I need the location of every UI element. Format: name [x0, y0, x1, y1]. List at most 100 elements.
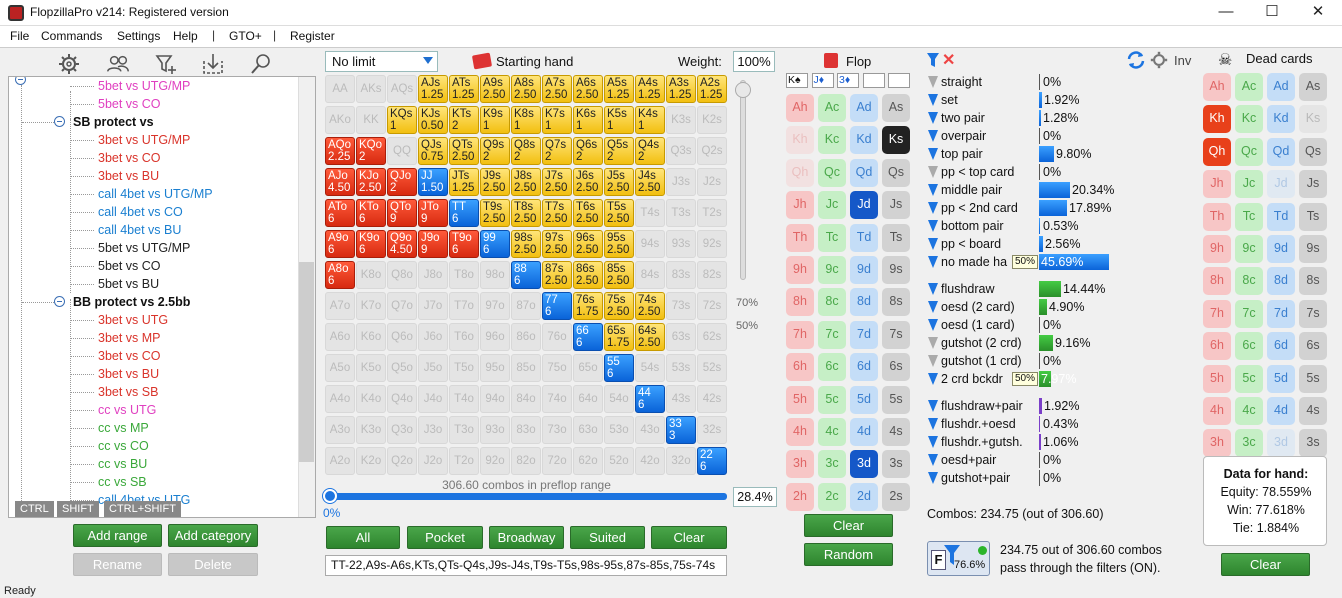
hand-cell[interactable]: 52s — [697, 354, 727, 382]
filter-funnel-icon[interactable] — [928, 256, 938, 268]
hand-cell[interactable]: T4o — [449, 385, 479, 413]
hand-cell[interactable]: QTo 9 — [387, 199, 417, 227]
card-6h[interactable]: 6h — [1203, 332, 1231, 361]
card-4d[interactable]: 4d — [850, 418, 878, 446]
hand-cell[interactable]: A3s 1.25 — [666, 75, 696, 103]
hand-cell[interactable]: 97s 2.50 — [542, 230, 572, 258]
filter-funnel-icon[interactable] — [928, 283, 938, 295]
filter-funnel-icon[interactable] — [928, 184, 938, 196]
card-Kc[interactable]: Kc — [818, 126, 846, 155]
hand-cell[interactable]: T2s — [697, 199, 727, 227]
filter-row[interactable]: pp < top card — [928, 163, 1128, 181]
hand-cell[interactable]: 75o — [542, 354, 572, 382]
menu-settings[interactable]: Settings — [117, 29, 161, 43]
card-9s[interactable]: 9s — [1299, 235, 1327, 263]
hand-cell[interactable]: AA — [325, 75, 355, 103]
hand-cell[interactable]: Q6s 2 — [573, 137, 603, 165]
card-4s[interactable]: 4s — [1299, 397, 1327, 425]
tree-range-item[interactable]: call 4bet vs UTG/MP — [98, 187, 213, 201]
hand-cell[interactable]: QJo 2 — [387, 168, 417, 196]
card-9d[interactable]: 9d — [1267, 235, 1295, 263]
dead-clear-button[interactable]: Clear — [1221, 553, 1310, 576]
card-8h[interactable]: 8h — [786, 288, 814, 317]
hand-cell[interactable]: J3s — [666, 168, 696, 196]
card-7d[interactable]: 7d — [1267, 299, 1295, 328]
card-3s[interactable]: 3s — [1299, 429, 1327, 458]
card-6d[interactable]: 6d — [1267, 332, 1295, 361]
hand-cell[interactable]: K5s 1 — [604, 106, 634, 134]
hand-cell[interactable]: J3o — [418, 416, 448, 444]
card-Th[interactable]: Th — [786, 223, 814, 252]
hand-cell[interactable]: 83s — [666, 261, 696, 289]
filter-row[interactable]: bottom pair — [928, 217, 1128, 235]
filter-row[interactable]: no made ha — [928, 253, 1012, 271]
hand-cell[interactable]: 54s — [635, 354, 665, 382]
filter-weight-tag[interactable]: 50% — [1012, 255, 1039, 269]
card-4d[interactable]: 4d — [1267, 397, 1295, 425]
card-Ks[interactable]: Ks — [882, 126, 910, 155]
filter-funnel-icon[interactable] — [928, 148, 938, 160]
hand-cell[interactable]: 42o — [635, 447, 665, 475]
hand-cell[interactable]: 82o — [511, 447, 541, 475]
filter-weight-tag[interactable]: 50% — [1012, 372, 1039, 386]
hand-cell[interactable]: 88 6 — [511, 261, 541, 289]
hand-cell[interactable]: Q6o — [387, 323, 417, 351]
filter-row[interactable]: straight — [928, 73, 1128, 91]
filter-funnel-icon[interactable] — [928, 472, 938, 484]
hand-cell[interactable]: A4s 1.25 — [635, 75, 665, 103]
hand-cell[interactable]: AQs — [387, 75, 417, 103]
card-Ah[interactable]: Ah — [1203, 73, 1231, 101]
users-icon[interactable] — [105, 52, 131, 76]
hand-cell[interactable]: 65o — [573, 354, 603, 382]
hand-cell[interactable]: 52o — [604, 447, 634, 475]
card-Qh[interactable]: Qh — [1203, 137, 1231, 166]
hand-cell[interactable]: K4o — [356, 385, 386, 413]
range-percent-knob[interactable] — [323, 489, 337, 503]
card-As[interactable]: As — [882, 94, 910, 122]
delete-button[interactable]: Delete — [168, 553, 258, 576]
card-Th[interactable]: Th — [1203, 202, 1231, 231]
card-Qs[interactable]: Qs — [882, 158, 910, 187]
hand-cell[interactable]: KTo 6 — [356, 199, 386, 227]
hand-cell[interactable]: 84s — [635, 261, 665, 289]
filter-row[interactable]: pp < board — [928, 235, 1128, 253]
filter-funnel-icon[interactable] — [928, 238, 938, 250]
hand-cell[interactable]: T6s 2.50 — [573, 199, 603, 227]
hand-cell[interactable]: 82s — [697, 261, 727, 289]
limit-dropdown[interactable]: No limit — [325, 51, 438, 72]
inv-toggle[interactable]: Inv — [1174, 53, 1192, 68]
card-Js[interactable]: Js — [882, 191, 910, 220]
hand-cell[interactable]: 64s 2.50 — [635, 323, 665, 351]
card-6h[interactable]: 6h — [786, 353, 814, 382]
hand-cell[interactable]: 85s 2.50 — [604, 261, 634, 289]
hand-cell[interactable]: 65s 1.75 — [604, 323, 634, 351]
card-Qs[interactable]: Qs — [1299, 137, 1327, 166]
tree-range-item[interactable]: 3bet vs MP — [98, 331, 161, 345]
card-Td[interactable]: Td — [1267, 202, 1295, 231]
hand-cell[interactable]: K4s 1 — [635, 106, 665, 134]
filter-funnel-icon[interactable] — [928, 418, 938, 430]
card-Js[interactable]: Js — [1299, 170, 1327, 199]
card-9s[interactable]: 9s — [882, 256, 910, 284]
hand-cell[interactable]: 55 6 — [604, 354, 634, 382]
card-Ac[interactable]: Ac — [818, 94, 846, 122]
hand-cell[interactable]: A9o 6 — [325, 230, 355, 258]
card-9c[interactable]: 9c — [818, 256, 846, 284]
tree-category[interactable]: SB protect vs — [73, 115, 154, 129]
collapse-icon[interactable] — [15, 77, 26, 85]
hand-cell[interactable]: T5s 2.50 — [604, 199, 634, 227]
hand-cell[interactable]: 87s 2.50 — [542, 261, 572, 289]
hand-cell[interactable]: 98s 2.50 — [511, 230, 541, 258]
hand-cell[interactable]: Q3o — [387, 416, 417, 444]
hand-cell[interactable]: K7o — [356, 292, 386, 320]
menu-gto[interactable]: GTO+ — [229, 29, 262, 43]
card-8d[interactable]: 8d — [850, 288, 878, 317]
hand-cell[interactable]: Q8s 2 — [511, 137, 541, 165]
hand-cell[interactable]: 72s — [697, 292, 727, 320]
hand-cell[interactable]: JTo 9 — [418, 199, 448, 227]
hand-cell[interactable]: 74o — [542, 385, 572, 413]
hand-cell[interactable]: Q9s 2 — [480, 137, 510, 165]
card-7c[interactable]: 7c — [818, 320, 846, 349]
hand-cell[interactable]: K6o — [356, 323, 386, 351]
hand-cell[interactable]: J8s 2.50 — [511, 168, 541, 196]
